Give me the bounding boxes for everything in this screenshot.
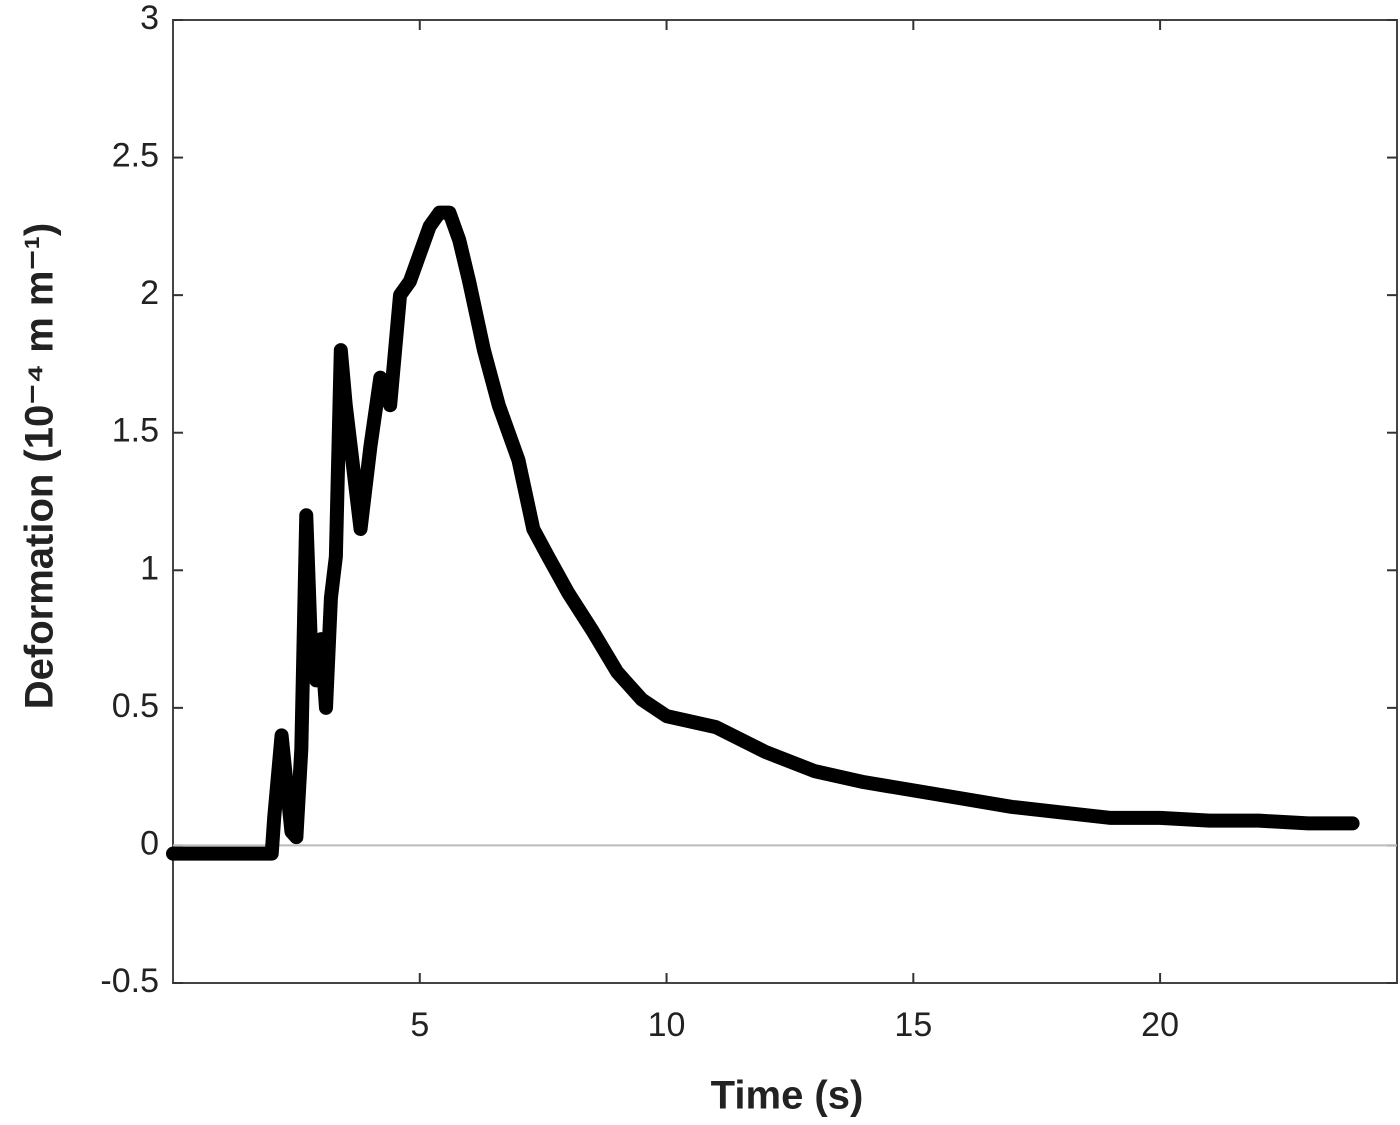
y-tick-label: 3	[140, 0, 159, 37]
y-tick-label: 0	[140, 824, 159, 862]
y-tick-label: 1	[140, 549, 159, 587]
plot-frame	[172, 19, 1398, 984]
x-tick-label: 10	[648, 1006, 686, 1044]
y-axis-label: Deformation (10⁻⁴ m m⁻¹)	[18, 223, 62, 710]
x-axis-label: Time (s)	[711, 1074, 864, 1118]
y-tick-label: 2.5	[112, 137, 159, 175]
y-tick-label: 2	[140, 274, 159, 312]
x-tick-label: 5	[410, 1006, 429, 1044]
x-tick-label: 15	[894, 1006, 932, 1044]
y-tick-label: 0.5	[112, 687, 159, 725]
y-tick-label: 1.5	[112, 412, 159, 450]
data-line	[166, 205, 1360, 861]
x-tick-label: 20	[1141, 1006, 1179, 1044]
y-tick-label: -0.5	[100, 962, 159, 1000]
